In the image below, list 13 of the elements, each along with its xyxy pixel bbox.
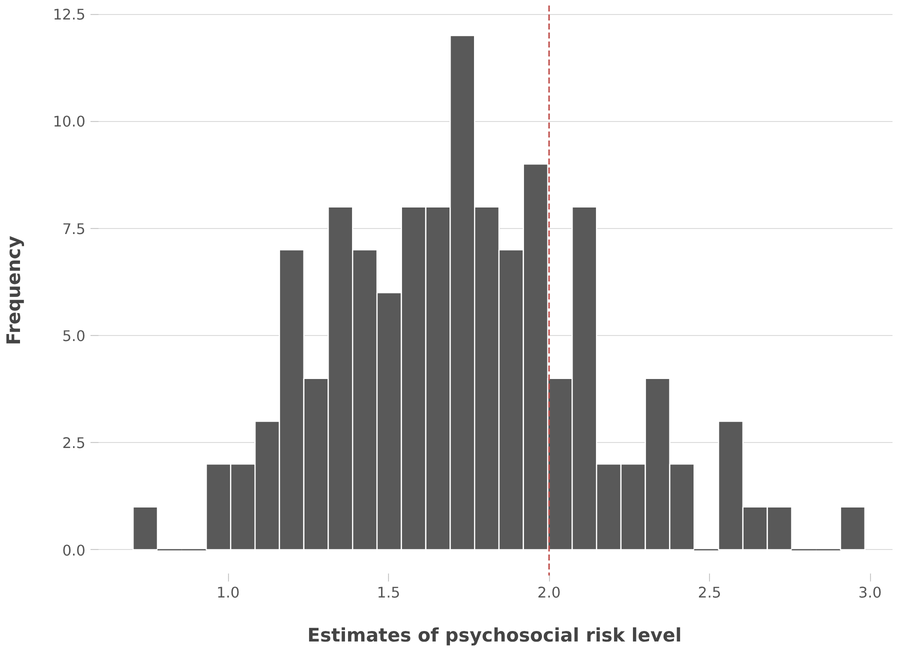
x-axis-title: Estimates of psychosocial risk level: [307, 626, 682, 646]
y-tick-label: 0.0: [62, 542, 86, 560]
x-tick-label: 1.5: [376, 584, 400, 602]
y-tick-label: 12.5: [52, 6, 86, 24]
x-tick-label: 2.0: [537, 584, 561, 602]
y-axis-title: Frequency: [4, 236, 25, 346]
x-tick-label: 1.0: [216, 584, 240, 602]
y-tick-label: 10.0: [52, 114, 86, 131]
y-tick-label: 7.5: [62, 220, 86, 238]
x-tick-label: 2.5: [698, 584, 722, 602]
x-tick-label: 3.0: [858, 584, 882, 602]
y-tick-label: 5.0: [62, 328, 86, 345]
y-tick-label: 2.5: [62, 435, 86, 452]
